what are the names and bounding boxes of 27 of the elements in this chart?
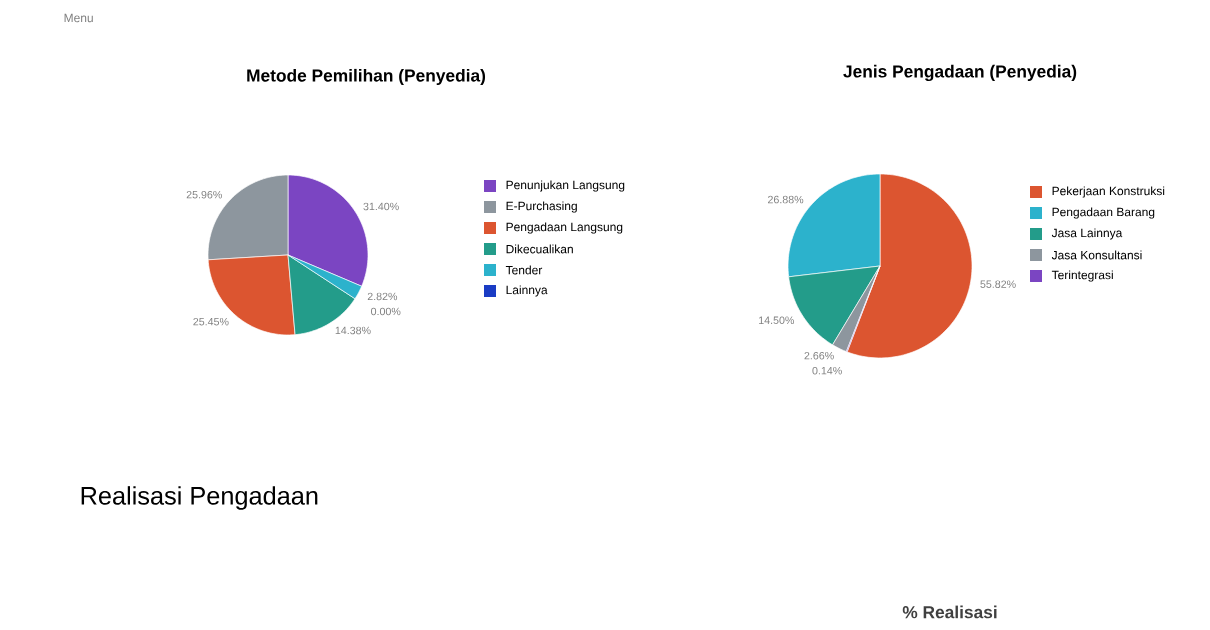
legend-label: Dikecualikan [506,244,573,254]
data-label: 26.88% [768,195,804,204]
legend-label: E-Purchasing [506,201,577,213]
text: 0.00% [371,307,401,316]
legend-label: Pekerjaan Konstruksi [1052,186,1165,198]
data-label: 0.14% [812,366,842,375]
data-label: 55.82% [980,280,1016,288]
legend-label: Pengadaan Langsung [506,222,623,234]
data-label: 2.82% [367,292,398,301]
legend-label: Jasa Lainnya [1051,228,1123,240]
legend-label: Tender [505,265,543,275]
chart-title: Jenis Pengadaan (Penyedia) [843,64,1077,82]
legend-label: Pengadaan Barang [1052,207,1155,219]
data-label: 14.38% [335,326,371,335]
data-label: 25.45% [193,317,229,326]
chart-title: Metode Pemilihan (Penyedia) [247,68,486,86]
legend-label: Terintegrasi [1051,270,1113,282]
text: % Realisasi [902,605,997,619]
data-label: 31.40% [363,202,399,211]
text: Menu [64,13,93,23]
legend-label: Lainnya [506,285,548,297]
legend-label: Penunjukan Langsung [506,180,625,192]
data-label: 25.96% [186,190,222,199]
legend-label: Jasa Konsultansi [1051,250,1142,260]
data-label: 14.50% [759,316,795,325]
text: Realisasi Pengadaan [81,486,318,510]
data-label: 2.66% [804,351,834,360]
